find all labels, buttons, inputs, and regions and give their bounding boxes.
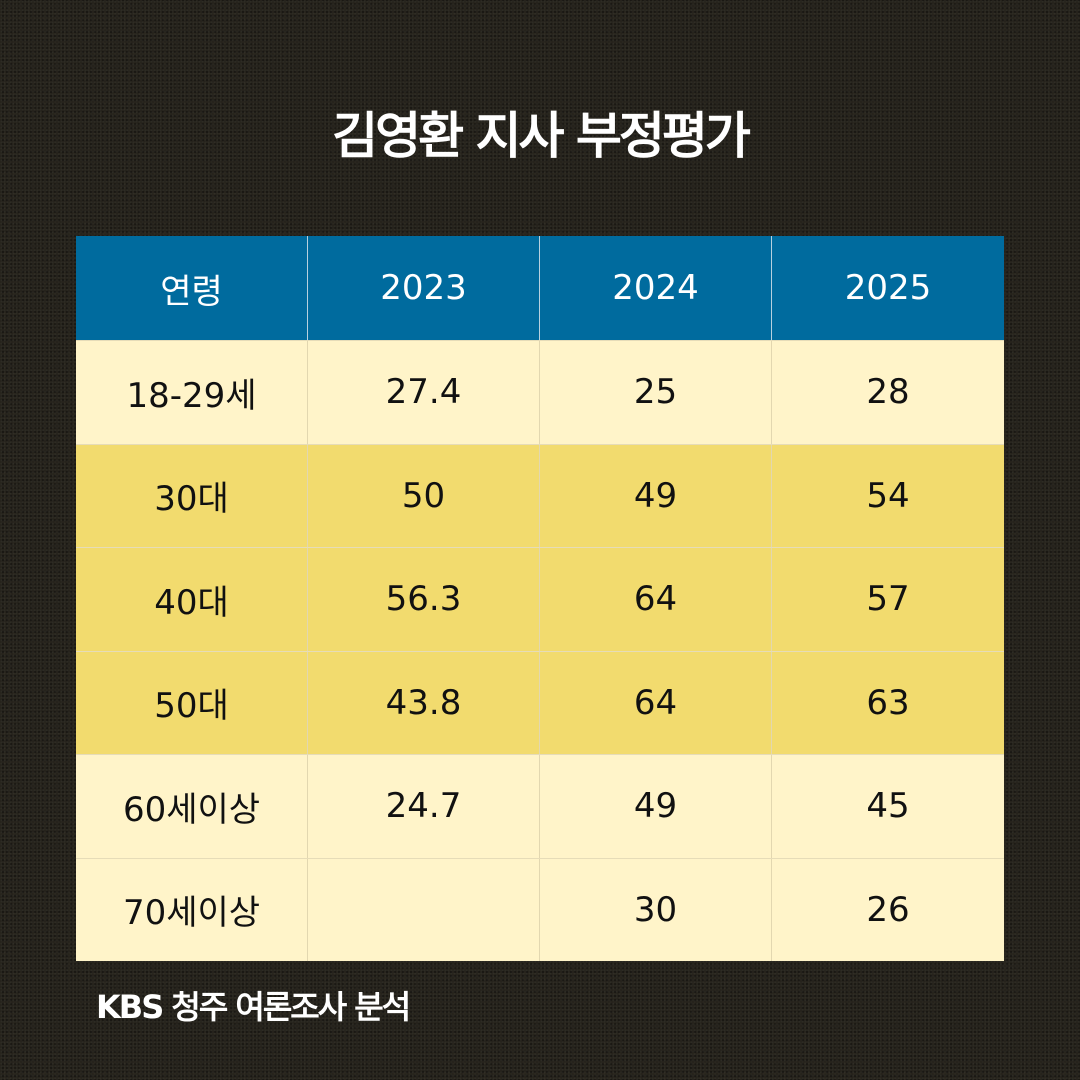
- poll-table: 연령 2023 2024 2025 18-29세 27.4 25 28 30대 …: [76, 236, 1004, 961]
- table-cell-value: 56.3: [308, 548, 540, 651]
- table-cell-age: 18-29세: [76, 341, 308, 444]
- table-cell-age: 40대: [76, 548, 308, 651]
- table-header-row: 연령 2023 2024 2025: [76, 236, 1004, 340]
- table-row: 60세이상 24.7 49 45: [76, 754, 1004, 858]
- table-cell-value: 54: [866, 475, 910, 516]
- table-cell-value: 57: [866, 579, 910, 620]
- table-row: 50대 43.8 64 63: [76, 650, 1004, 754]
- table-cell-value: 50: [308, 444, 540, 547]
- table-row: 30대 50 49 54: [76, 443, 1004, 547]
- table-cell-age: 60세이상: [76, 755, 308, 858]
- table-title: 김영환 지사 부정평가: [332, 107, 751, 165]
- table-cell-value: 30: [540, 858, 772, 961]
- table-row: 18-29세 27.4 25 28: [76, 340, 1004, 444]
- table-cell-age: 50대: [76, 651, 308, 754]
- header-cell-age: 연령: [76, 236, 308, 340]
- table-cell-value: 49: [540, 444, 772, 547]
- table-cell-value: 26: [866, 889, 910, 930]
- table-cell-value: 64: [540, 651, 772, 754]
- table-cell-value: [308, 858, 540, 961]
- table-row: 40대 56.3 64 57: [76, 547, 1004, 651]
- table-cell-value: 25: [540, 341, 772, 444]
- header-cell-2024: 2024: [540, 236, 772, 340]
- table-cell-age: 30대: [76, 444, 308, 547]
- table-cell-value: 63: [866, 682, 910, 723]
- table-cell-value: 28: [866, 372, 910, 413]
- source-caption: KBS 청주 여론조사 분석: [96, 988, 411, 1026]
- table-cell-value: 64: [540, 548, 772, 651]
- table-row: 70세이상 30 26: [76, 857, 1004, 961]
- table-cell-value: 24.7: [308, 755, 540, 858]
- table-cell-value: 27.4: [308, 341, 540, 444]
- table-cell-value: 45: [866, 786, 910, 827]
- header-cell-2025: 2025: [844, 268, 932, 308]
- table-cell-value: 43.8: [308, 651, 540, 754]
- table-cell-age: 70세이상: [76, 858, 308, 961]
- table-cell-value: 49: [540, 755, 772, 858]
- header-cell-2023: 2023: [308, 236, 540, 340]
